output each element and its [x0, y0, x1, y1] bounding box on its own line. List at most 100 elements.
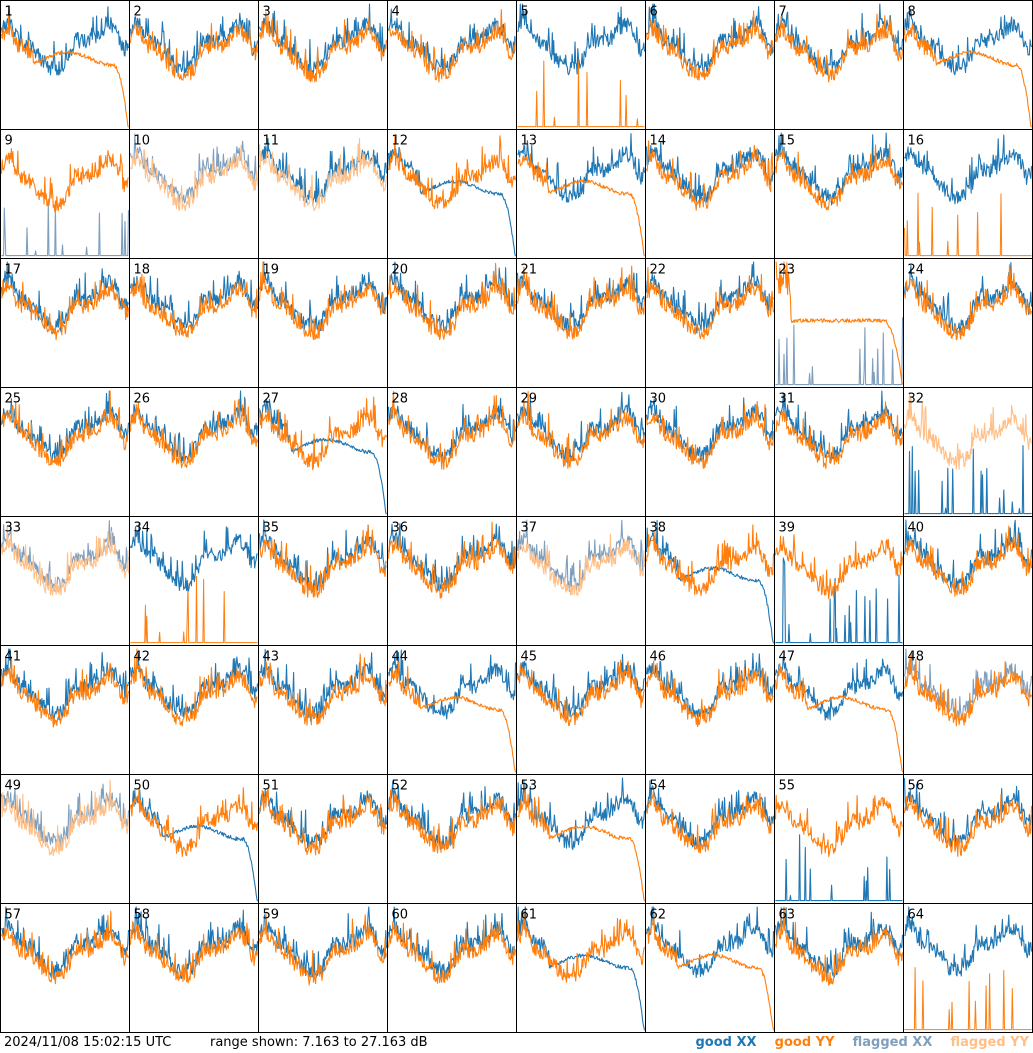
panel-24: 24 [903, 258, 1033, 388]
panel-8: 8 [903, 0, 1033, 130]
series-xx [516, 272, 646, 333]
series-yy [774, 534, 904, 600]
panel-label: 4 [392, 5, 400, 20]
series-yy [387, 789, 516, 854]
series-yy [0, 390, 129, 467]
series-yy [129, 787, 259, 858]
panel-label: 15 [779, 134, 796, 149]
series-yy [774, 906, 904, 986]
panel-label: 39 [779, 521, 796, 536]
panel-50: 50 [129, 774, 259, 904]
panel-2: 2 [129, 0, 259, 130]
series-xx [129, 390, 259, 464]
series-yy [130, 576, 258, 644]
panel-33: 33 [0, 516, 130, 646]
series-yy [645, 400, 775, 470]
panel-frame [129, 0, 259, 130]
panel-18: 18 [129, 258, 259, 388]
panel-12: 12 [387, 129, 517, 259]
panel-48: 48 [903, 645, 1033, 775]
panel-38: 38 [645, 516, 775, 646]
series-xx [259, 398, 387, 515]
legend-good-xx: good XX [695, 1035, 757, 1050]
panel-label: 44 [392, 650, 409, 665]
series-yy [645, 10, 775, 81]
series-yy [516, 390, 646, 470]
panel-7: 7 [774, 0, 904, 130]
panel-label: 25 [5, 392, 22, 407]
footer: 2024/11/08 15:02:15 UTC range shown: 7.1… [0, 1033, 1033, 1053]
series-xx [774, 907, 904, 978]
panel-frame [258, 774, 388, 904]
series-yy [646, 913, 775, 1031]
series-xx [387, 649, 517, 720]
panel-label: 33 [5, 521, 22, 536]
panel-19: 19 [258, 258, 388, 388]
panel-label: 56 [908, 779, 925, 794]
panel-label: 10 [134, 134, 151, 149]
panel-23: 23 [774, 258, 904, 388]
series-xx [387, 397, 517, 464]
panel-60: 60 [387, 903, 517, 1033]
series-yy [129, 921, 259, 984]
series-xx [904, 134, 1033, 205]
series-yy [517, 784, 646, 902]
panel-frame [258, 129, 388, 259]
series-yy [516, 533, 646, 596]
series-xx [130, 789, 259, 902]
series-yy [775, 401, 904, 470]
series-yy [258, 653, 388, 726]
series-yy [904, 192, 1032, 257]
panel-20: 20 [387, 258, 517, 388]
series-xx [645, 261, 774, 334]
panel-label: 48 [908, 650, 925, 665]
panel-51: 51 [258, 774, 388, 904]
series-yy [516, 265, 646, 340]
series-xx [903, 777, 1033, 851]
series-xx [775, 834, 903, 902]
series-yy [774, 143, 904, 211]
panel-16: 16 [903, 129, 1033, 259]
panel-frame [0, 129, 130, 259]
panel-36: 36 [387, 516, 517, 646]
series-xx [1, 201, 130, 257]
panel-label: 30 [650, 392, 667, 407]
panel-label: 38 [650, 521, 667, 536]
panel-label: 52 [392, 779, 409, 794]
series-xx [0, 390, 130, 464]
panel-label: 20 [392, 263, 409, 278]
panel-label: 46 [650, 650, 667, 665]
series-yy [903, 793, 1033, 857]
series-yy [258, 912, 388, 986]
panel-label: 14 [650, 134, 667, 149]
panel-label: 42 [134, 650, 151, 665]
panel-label: 7 [779, 5, 787, 20]
panel-28: 28 [387, 387, 517, 517]
panel-40: 40 [903, 516, 1033, 646]
series-yy [388, 9, 517, 83]
series-yy [0, 779, 130, 857]
series-yy [129, 648, 258, 727]
series-xx [903, 519, 1033, 592]
panel-frame [774, 774, 904, 904]
panel-label: 43 [263, 650, 280, 665]
series-yy [387, 919, 517, 984]
panel-3: 3 [258, 0, 388, 130]
series-xx [775, 317, 904, 386]
series-yy [516, 911, 646, 983]
series-yy [258, 787, 388, 856]
series-yy [0, 656, 130, 728]
series-xx [516, 906, 646, 1031]
series-yy [259, 525, 388, 598]
panel-52: 52 [387, 774, 517, 904]
series-xx [259, 648, 388, 722]
series-yy [0, 10, 129, 128]
series-yy [129, 274, 259, 338]
panel-29: 29 [516, 387, 646, 517]
series-xx [774, 3, 904, 76]
series-yy [0, 148, 129, 213]
series-yy [516, 659, 646, 727]
series-xx [129, 523, 258, 592]
panel-label: 27 [263, 392, 280, 407]
panel-label: 13 [521, 134, 538, 149]
